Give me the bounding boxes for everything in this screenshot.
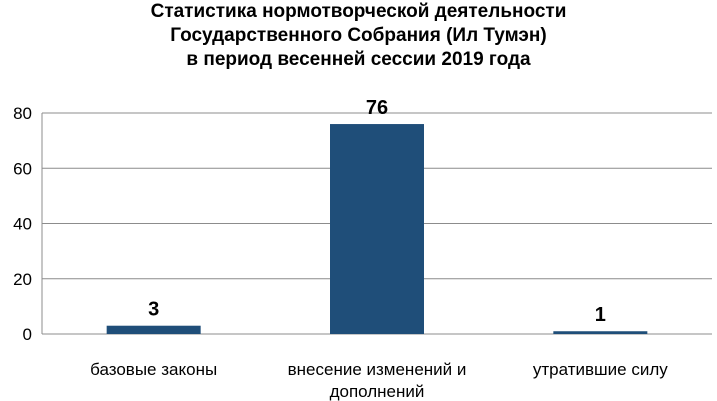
chart-title-line-1: Статистика нормотворческой деятельности <box>150 1 567 22</box>
data-label: 3 <box>148 299 159 321</box>
x-tick-label: базовые законы <box>90 360 217 379</box>
y-tick-label: 20 <box>13 270 32 289</box>
chart-title-line-2: Государственного Собрания (Ил Тумэн) <box>170 25 547 46</box>
x-tick-label: дополнений <box>330 382 425 401</box>
bar <box>330 124 424 334</box>
y-tick-label: 60 <box>13 159 32 178</box>
data-label: 1 <box>595 304 606 326</box>
bar <box>106 325 201 334</box>
bar <box>553 331 648 334</box>
y-tick-label: 0 <box>23 325 32 344</box>
data-label: 76 <box>366 97 388 119</box>
y-tick-label: 40 <box>13 215 32 234</box>
chart-title: Статистика нормотворческой деятельности … <box>0 0 717 72</box>
y-tick-label: 80 <box>13 104 32 123</box>
chart-title-line-3: в период весенней сессии 2019 года <box>186 49 531 70</box>
x-tick-label: внесение изменений и <box>288 360 467 379</box>
x-tick-label: утратившие силу <box>533 360 668 379</box>
